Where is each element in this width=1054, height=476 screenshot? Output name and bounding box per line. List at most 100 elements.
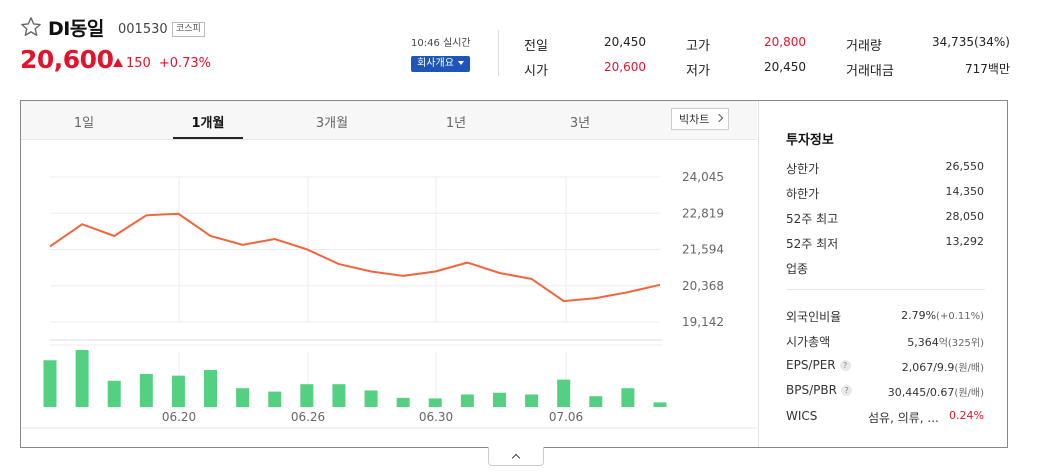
lower-limit-label: 하한가 — [786, 187, 820, 201]
current-price: 20,600 — [20, 45, 114, 74]
divider — [786, 289, 985, 290]
market-cap-label: 시가총액 — [786, 335, 831, 349]
eps-per-label: EPS/PER? — [786, 358, 851, 372]
market-badge: 코스피 — [172, 22, 205, 37]
foreign-ratio-number: 2.79% — [901, 309, 937, 322]
volume-bar — [171, 375, 185, 407]
y-axis-ticks: 24,045 22,819 21,594 20,368 19,142 — [682, 170, 724, 329]
lower-limit-value: 14,350 — [945, 185, 985, 198]
low-label: 저가 — [686, 64, 710, 79]
tab-1day[interactable]: 1일 — [73, 116, 95, 131]
eps-per-number: 2,067/9.9 — [901, 361, 955, 374]
volume-bar — [653, 402, 667, 407]
active-tab-indicator — [173, 137, 243, 139]
change-amount: 150 — [126, 56, 151, 71]
52w-high-value: 28,050 — [945, 210, 985, 223]
bps-pbr-label: BPS/PBR? — [786, 383, 852, 397]
chevron-right-icon — [714, 113, 724, 123]
prev-value: 20,450 — [604, 35, 646, 49]
52w-low-label: 52주 최저 — [786, 237, 839, 251]
help-icon[interactable]: ? — [839, 360, 851, 371]
x-axis-ticks: 06.20 06.26 06.30 07.06 — [162, 410, 583, 424]
amount-label: 거래대금 — [846, 64, 894, 79]
52w-low-value: 13,292 — [945, 235, 985, 248]
favorite-star-icon[interactable] — [20, 16, 42, 38]
eps-per-value: 2,067/9.9(원/배) — [902, 359, 984, 374]
help-icon[interactable]: ? — [840, 385, 852, 396]
x-tick-label: 07.06 — [549, 410, 583, 424]
price-change: 150 +0.73% — [113, 56, 211, 71]
chart-grid — [21, 176, 757, 429]
foreign-ratio-label: 외국인비율 — [786, 310, 842, 324]
volume-value: 34,735(34%) — [931, 35, 1010, 49]
volume-bar — [268, 391, 282, 407]
eps-per-text: EPS/PER — [786, 358, 836, 372]
y-tick-label: 20,368 — [682, 279, 724, 293]
tab-1year[interactable]: 1년 — [445, 116, 467, 131]
bps-pbr-value: 30,445/0.67(원/배) — [888, 384, 984, 399]
realtime-label: 10:46 실시간 — [411, 38, 471, 49]
open-value: 20,600 — [604, 60, 646, 74]
volume-bar — [300, 384, 314, 407]
volume-bar — [492, 392, 506, 407]
low-value: 20,450 — [764, 60, 806, 74]
caret-down-icon — [457, 61, 464, 65]
bps-pbr-text: BPS/PBR — [786, 383, 837, 397]
x-tick-label: 06.30 — [419, 410, 453, 424]
big-chart-label: 빅차트 — [679, 113, 710, 126]
period-tabs — [21, 101, 757, 140]
volume-bar — [75, 350, 89, 407]
volume-bars — [43, 350, 667, 407]
volume-bar — [107, 380, 121, 407]
up-triangle-icon — [113, 58, 123, 67]
bps-pbr-number: 30,445/0.67 — [887, 386, 955, 399]
volume-bar — [204, 369, 218, 407]
volume-bar — [621, 388, 635, 407]
tab-3month[interactable]: 3개월 — [315, 116, 349, 131]
company-overview-button[interactable]: 회사개요 — [411, 56, 470, 72]
market-cap-value: 5,364억(325위) — [907, 334, 984, 349]
divider — [498, 30, 499, 76]
tab-1month[interactable]: 1개월 — [191, 116, 225, 131]
investment-info-title: 투자정보 — [786, 133, 834, 148]
x-tick-label: 06.20 — [162, 410, 196, 424]
bps-pbr-unit: (원/배) — [954, 388, 984, 399]
x-tick-label: 06.26 — [291, 410, 325, 424]
y-tick-label: 24,045 — [682, 170, 724, 184]
volume-bar — [460, 394, 474, 407]
upper-limit-value: 26,550 — [945, 160, 985, 173]
volume-label: 거래량 — [846, 39, 882, 54]
divider — [758, 101, 759, 447]
wics-industry-link[interactable]: 섬유, 의류, ... — [868, 411, 939, 425]
wics-change: 0.24% — [949, 409, 984, 422]
volume-bar — [557, 379, 571, 407]
y-tick-label: 22,819 — [682, 206, 724, 220]
upper-limit-label: 상한가 — [786, 162, 820, 176]
volume-bar — [396, 397, 410, 407]
52w-high-label: 52주 최고 — [786, 212, 839, 226]
volume-bar — [236, 388, 250, 407]
collapse-button[interactable] — [488, 447, 544, 466]
market-cap-number: 5,364 — [907, 336, 939, 349]
volume-bar — [364, 390, 378, 407]
open-label: 시가 — [524, 64, 548, 79]
chevron-up-icon — [511, 453, 521, 463]
volume-bar — [332, 384, 346, 407]
high-label: 고가 — [686, 39, 710, 54]
volume-bar — [589, 396, 603, 407]
foreign-ratio-change: (+0.11%) — [936, 311, 984, 322]
change-percent: +0.73% — [158, 56, 212, 71]
big-chart-button[interactable]: 빅차트 — [671, 108, 729, 130]
amount-value: 717백만 — [965, 62, 1010, 76]
company-overview-label: 회사개요 — [417, 58, 454, 69]
wics-label: WICS — [786, 409, 818, 423]
high-value: 20,800 — [764, 35, 806, 49]
stock-code: 001530 — [118, 22, 168, 37]
stock-name: DI동일 — [48, 18, 104, 40]
tab-3year[interactable]: 3년 — [569, 116, 591, 131]
price-line — [49, 212, 661, 303]
volume-bar — [525, 394, 539, 407]
industry-label: 업종 — [786, 262, 809, 276]
y-tick-label: 19,142 — [682, 315, 724, 329]
